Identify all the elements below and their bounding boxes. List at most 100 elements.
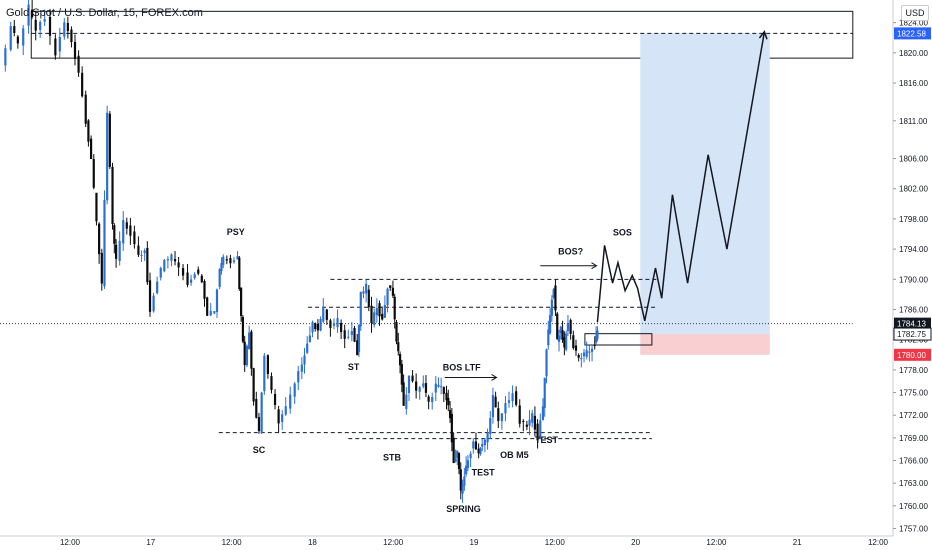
candle-body xyxy=(281,414,284,422)
candle-body xyxy=(260,392,263,434)
candle-body xyxy=(103,199,106,287)
candle-body xyxy=(70,29,73,43)
candle-body xyxy=(569,320,572,334)
candle-body xyxy=(245,345,249,366)
price-tick-label: 1790.00 xyxy=(899,275,928,284)
price-tick-label: 1786.00 xyxy=(899,306,928,315)
candle-body xyxy=(486,433,489,443)
candle-body xyxy=(557,335,561,342)
candle-body xyxy=(442,387,445,394)
candle-body xyxy=(63,22,66,37)
candle-body xyxy=(418,387,421,392)
projection-layer xyxy=(596,30,768,323)
price-tick-label: 1757.00 xyxy=(899,524,928,533)
candle-body xyxy=(257,417,261,432)
candle-body xyxy=(400,364,403,385)
candle-body xyxy=(456,450,459,459)
candle-body xyxy=(240,287,243,316)
candle-body xyxy=(415,381,418,391)
candle-body xyxy=(222,256,225,265)
candle-body xyxy=(424,383,428,393)
candle-body xyxy=(431,396,434,403)
candle-body xyxy=(461,484,464,494)
candle-body xyxy=(58,36,61,52)
candle-body xyxy=(156,281,159,294)
currency-badge[interactable]: USD xyxy=(901,5,929,21)
candle-body xyxy=(398,354,402,366)
candle-body xyxy=(457,453,461,470)
candle-body xyxy=(507,400,511,403)
candle-body xyxy=(108,113,111,167)
candle-body xyxy=(34,19,37,31)
price-tag xyxy=(894,348,931,361)
candle-body xyxy=(133,231,136,245)
candle-body xyxy=(197,269,200,274)
candle-body xyxy=(590,348,594,352)
time-axis[interactable]: 12:00 17 12:00 18 12:00 19 12:00 20 12:00 21 12:00 xyxy=(0,535,932,550)
break-arrow-head xyxy=(591,262,598,270)
candle-body xyxy=(209,310,212,316)
candle-body xyxy=(163,260,166,272)
order-block-zone xyxy=(584,333,653,346)
candle-body xyxy=(491,394,495,418)
time-tick-label: 12:00 xyxy=(222,538,243,547)
candle-body xyxy=(200,275,203,283)
candle-body xyxy=(293,383,296,397)
candle-body xyxy=(545,349,548,377)
candle-body xyxy=(22,28,25,46)
candle-body xyxy=(270,376,273,390)
candle-body xyxy=(585,350,588,357)
time-tick-label: 20 xyxy=(631,538,640,547)
annotation-label: TEST xyxy=(535,435,559,445)
candle-body xyxy=(474,441,478,450)
candle-body xyxy=(203,280,206,299)
candle-body xyxy=(373,312,376,325)
candle-body xyxy=(582,352,586,357)
candle-body xyxy=(353,327,356,342)
candle-body xyxy=(277,409,280,424)
candle-body xyxy=(378,303,381,317)
time-tick-label: 17 xyxy=(146,538,155,547)
candle-body xyxy=(146,248,149,283)
annotation-label: TEST xyxy=(472,468,496,478)
price-tick-label: 1769.00 xyxy=(899,434,928,443)
candle-body xyxy=(556,313,559,339)
candle-body xyxy=(297,371,300,383)
annotation-label: SPRING xyxy=(446,504,481,514)
candle-body xyxy=(170,254,173,261)
candle-body xyxy=(236,256,239,260)
candle-body xyxy=(459,469,462,491)
candle-body xyxy=(140,254,143,256)
candle-body xyxy=(543,377,546,408)
candle-body xyxy=(27,4,30,26)
candle-body xyxy=(114,244,118,259)
candle-body xyxy=(550,299,553,316)
candle-body xyxy=(181,268,185,276)
candle-body xyxy=(340,322,343,333)
candle-body xyxy=(536,423,539,441)
price-tick-label: 1763.00 xyxy=(899,479,928,488)
candle-body xyxy=(381,313,384,320)
candle-body xyxy=(48,16,52,36)
price-axis-bg xyxy=(893,0,932,550)
candle-body xyxy=(289,394,292,409)
price-tick-label: 1760.00 xyxy=(899,502,928,511)
candle-body xyxy=(243,341,246,366)
candle-body xyxy=(405,394,408,410)
candle-body xyxy=(266,355,269,375)
candle-body xyxy=(111,166,114,224)
candle-body xyxy=(407,375,411,393)
candle-body xyxy=(350,331,353,336)
candle-body xyxy=(159,268,162,278)
candle-body xyxy=(66,22,69,32)
candle-body xyxy=(31,9,34,17)
price-tick-label: 1794.00 xyxy=(899,245,928,254)
price-tag xyxy=(894,27,931,40)
candle-body xyxy=(252,368,255,402)
candle-body xyxy=(220,263,223,271)
price-axis[interactable]: 1757.00 1760.00 1763.00 1766.00 1769.00 1772.… xyxy=(892,0,932,550)
candle-body xyxy=(81,72,84,97)
candle-body xyxy=(386,288,389,306)
time-tick-label: 12:00 xyxy=(868,538,889,547)
